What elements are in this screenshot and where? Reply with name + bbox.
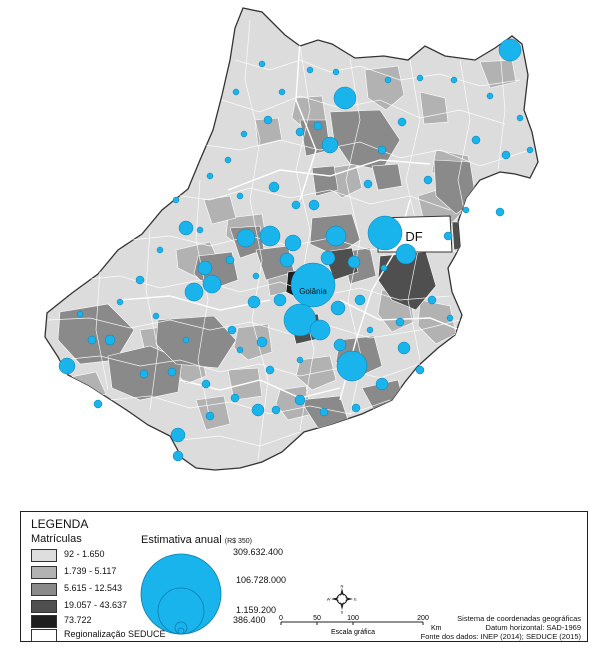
scale-bar: 0 50 100 200 Km Escala gráfica [279,615,442,636]
compass-s: S [341,610,344,615]
bubble-value-2: 106.728.000 [236,575,287,585]
municipalities-class-4 [289,221,473,345]
scale-label: Escala gráfica [331,629,375,636]
bubble-value-4: 386.400 [233,615,266,625]
compass-w: W [327,597,331,602]
map-figure: DF Goiânia [44,7,539,471]
map-legend: LEGENDA Matrículas 92 - 1.650 1.739 - 5.… [20,511,588,642]
bubble-size-key [140,553,222,635]
df-label: DF [405,229,422,244]
legend-regionalization-label: Regionalização SEDUCE [64,629,166,639]
legend-regionalization-swatch [31,629,57,642]
enrollment-classes-title: Matrículas [31,533,82,545]
scale-unit: Km [431,625,442,632]
scale-tick-50: 50 [313,615,321,622]
goiania-label: Goiânia [299,287,327,296]
estimate-unit: (R$ 350) [224,538,253,545]
compass-e: E [354,597,357,602]
bubble-key-smallest [177,627,185,635]
bubble-value-3: 1.159.200 [236,605,277,615]
scale-tick-200: 200 [417,615,429,622]
legend-class-5-label: 73.722 [64,615,92,625]
meta-line-3: Fonte dos dados: INEP (2014); SEDUCE (20… [420,632,581,641]
bubble-value-1: 309.632.400 [233,547,284,557]
legend-class-2-label: 1.739 - 5.117 [64,566,117,576]
legend-class-4-swatch [31,600,57,613]
legend-class-1-swatch [31,549,57,562]
north-arrow-icon: N W E S [327,584,357,614]
municipal-boundaries [47,19,531,461]
legend-class-4-label: 19.057 - 43.637 [64,600,128,610]
legend-class-1-label: 92 - 1.650 [64,549,105,559]
meta-line-2: Datum horizontal: SAD-1969 [485,623,581,632]
legend-class-3-swatch [31,583,57,596]
estimate-title: Estimativa anual (R$ 350) [141,534,252,546]
legend-title: LEGENDA [31,517,89,531]
legend-class-2-swatch [31,566,57,579]
compass-n: N [341,584,344,589]
meta-line-1: Sistema de coordenadas geográficas [457,614,581,623]
scale-tick-100: 100 [347,615,359,622]
enrollment-bubbles [58,38,534,462]
legend-class-3-label: 5.615 - 12.543 [64,583,123,593]
estimate-title-text: Estimativa anual [141,534,222,546]
scale-tick-0: 0 [279,615,283,622]
legend-class-5-swatch [31,615,57,628]
